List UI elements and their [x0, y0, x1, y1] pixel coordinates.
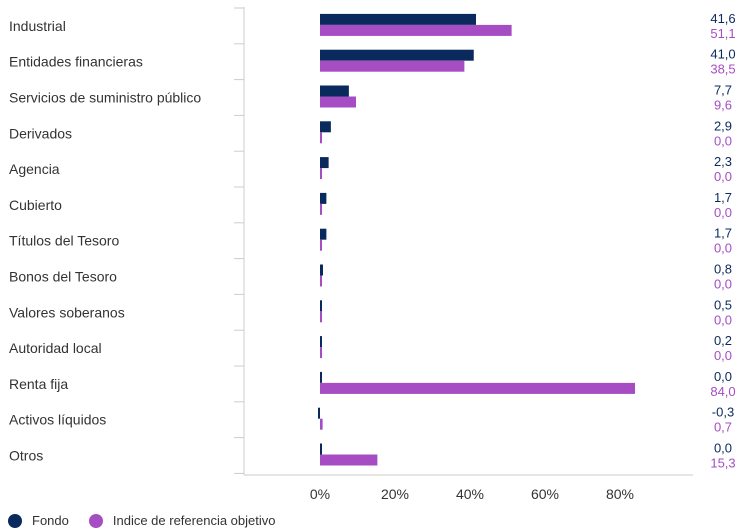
bar-indice	[320, 239, 322, 251]
value-labels: 41,641,07,72,92,31,71,70,80,50,20,0-0,30…	[710, 11, 735, 471]
x-tick-label: 80%	[606, 486, 634, 502]
category-label: Activos líquidos	[9, 412, 106, 428]
value-label-indice: 0,0	[714, 205, 732, 220]
value-label-fondo: 1,7	[714, 190, 732, 205]
bar-fondo	[320, 49, 474, 61]
x-tick-label: 20%	[381, 486, 409, 502]
category-label: Entidades financieras	[9, 54, 143, 70]
legend-item-fondo[interactable]: Fondo	[8, 513, 69, 528]
value-label-fondo: 41,6	[710, 11, 735, 26]
value-label-indice: 0,0	[714, 277, 732, 292]
bar-indice	[320, 454, 378, 466]
value-label-indice: 0,0	[714, 241, 732, 256]
bar-fondo	[320, 443, 322, 455]
bar-indice	[320, 168, 322, 180]
legend-marker-fondo	[8, 513, 22, 528]
value-label-fondo: 0,0	[714, 441, 732, 456]
chart-axes	[234, 7, 693, 476]
value-label-indice: 0,7	[714, 420, 732, 435]
legend: Fondo Indice de referencia objetivo	[8, 513, 295, 528]
value-label-fondo: 0,5	[714, 297, 732, 312]
value-label-indice: 0,0	[714, 312, 732, 327]
category-label: Autoridad local	[9, 340, 102, 356]
bar-fondo	[320, 13, 476, 25]
x-tick-label: 60%	[531, 486, 559, 502]
category-label: Servicios de suministro público	[9, 90, 201, 106]
value-label-indice: 51,1	[710, 26, 735, 41]
category-label: Otros	[9, 448, 43, 464]
x-tick-labels: 0% 20% 40% 60% 80%	[310, 486, 634, 502]
bar-indice	[320, 275, 322, 287]
value-label-indice: 15,3	[710, 456, 735, 471]
bar-indice	[320, 382, 635, 394]
bar-fondo	[320, 371, 322, 383]
bar-fondo	[320, 121, 331, 133]
category-label: Renta fija	[9, 376, 68, 392]
value-label-indice: 9,6	[714, 98, 732, 113]
category-label: Títulos del Tesoro	[9, 233, 119, 249]
value-label-fondo: 41,0	[710, 47, 735, 62]
value-label-fondo: 7,7	[714, 83, 732, 98]
bar-indice	[320, 347, 322, 359]
legend-label-indice: Indice de referencia objetivo	[112, 513, 276, 528]
bar-indice	[320, 24, 512, 36]
bar-fondo	[320, 228, 327, 240]
category-label: Derivados	[9, 125, 72, 141]
bar-indice	[320, 311, 322, 323]
bar-fondo	[320, 264, 323, 276]
bar-fondo	[320, 157, 329, 169]
x-tick-label: 0%	[310, 486, 330, 502]
bar-indice	[320, 132, 322, 144]
bar-indice	[320, 418, 323, 430]
category-label: Agencia	[9, 161, 60, 177]
value-label-indice: 38,5	[710, 62, 735, 77]
value-label-fondo: 0,0	[714, 369, 732, 384]
legend-marker-indice	[88, 513, 103, 528]
category-labels: Industrial Entidades financieras Servicios…	[9, 18, 201, 464]
bar-fondo	[320, 336, 322, 348]
value-label-indice: 0,0	[714, 169, 732, 184]
category-label: Industrial	[9, 18, 66, 34]
bar-fondo	[318, 407, 320, 419]
value-label-fondo: 2,9	[714, 118, 732, 133]
category-label: Cubierto	[9, 197, 62, 213]
value-label-indice: 0,0	[714, 348, 732, 363]
value-label-indice: 0,0	[714, 133, 732, 148]
value-label-fondo: 0,8	[714, 262, 732, 277]
legend-label-fondo: Fondo	[32, 513, 69, 528]
bar-fondo	[320, 85, 349, 97]
bar-series	[318, 13, 635, 466]
bar-indice	[320, 96, 356, 108]
x-tick-label: 40%	[456, 486, 484, 502]
category-label: Bonos del Tesoro	[9, 269, 117, 285]
bar-fondo	[320, 192, 327, 204]
bar-chart: Industrial Entidades financieras Servicios…	[9, 7, 736, 502]
bar-fondo	[320, 300, 322, 312]
value-label-fondo: 0,2	[714, 333, 732, 348]
value-label-fondo: 2,3	[714, 154, 732, 169]
legend-item-indice[interactable]: Indice de referencia objetivo	[88, 513, 276, 528]
category-label: Valores soberanos	[9, 304, 125, 320]
value-label-indice: 84,0	[710, 384, 735, 399]
bar-indice	[320, 60, 465, 72]
value-label-fondo: -0,3	[712, 405, 734, 420]
value-label-fondo: 1,7	[714, 226, 732, 241]
bar-indice	[320, 203, 322, 215]
